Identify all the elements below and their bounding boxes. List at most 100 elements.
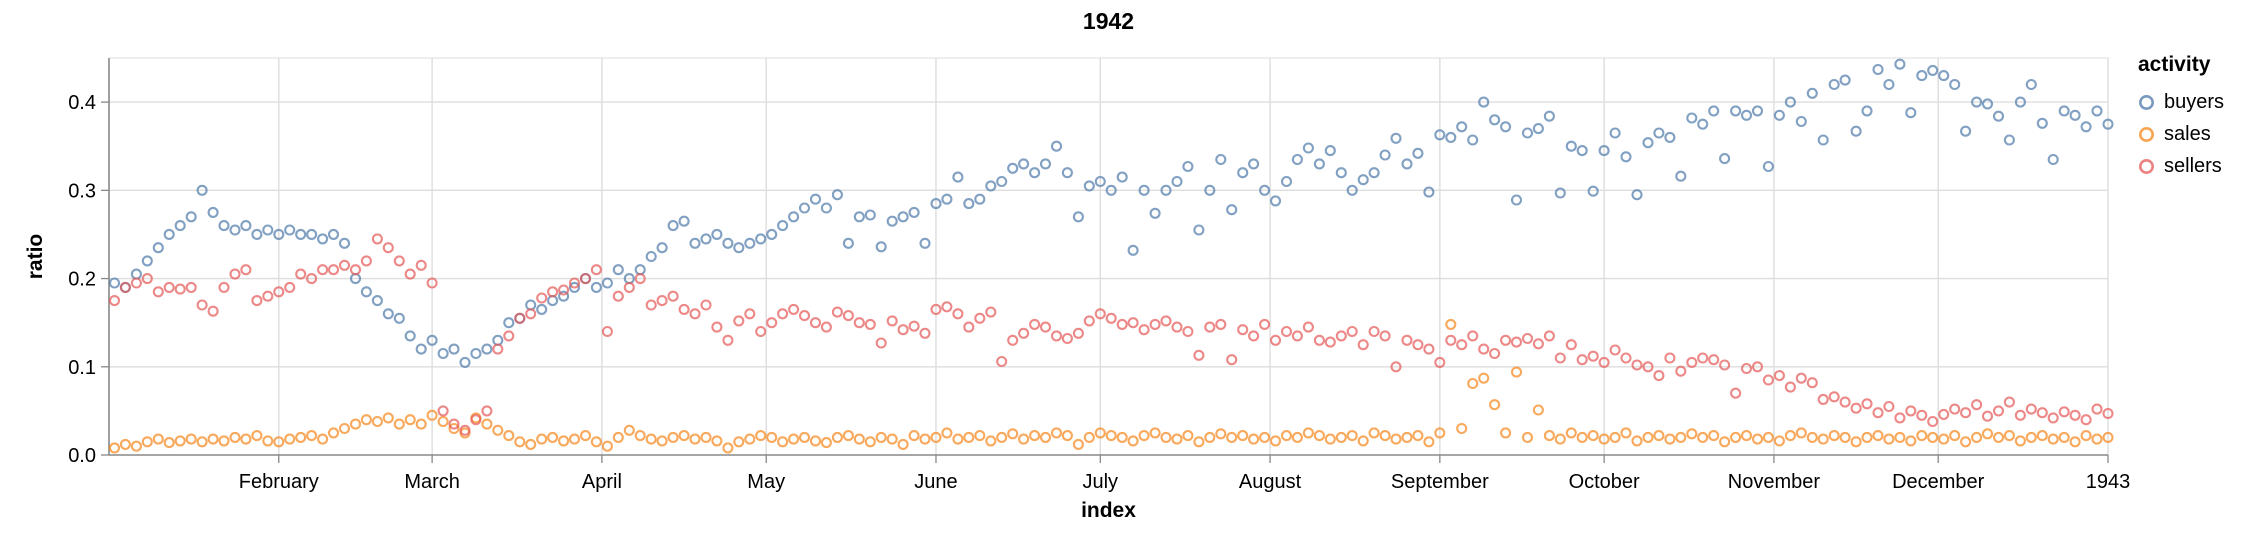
data-point-buyers bbox=[1456, 121, 1468, 133]
data-point-buyers bbox=[1576, 145, 1588, 157]
data-point-sellers bbox=[437, 405, 449, 417]
data-point-sellers bbox=[1576, 354, 1588, 366]
data-point-sales bbox=[1981, 428, 1994, 440]
data-point-buyers bbox=[1894, 58, 1906, 70]
data-point-buyers bbox=[831, 189, 843, 201]
data-point-sellers bbox=[1149, 318, 1161, 330]
legend-item-sales: sales bbox=[2138, 118, 2224, 150]
data-point-sales bbox=[262, 435, 274, 447]
data-point-buyers bbox=[382, 308, 394, 320]
data-point-sales bbox=[645, 433, 657, 445]
data-point-buyers bbox=[1346, 184, 1358, 196]
data-point-sellers bbox=[1938, 408, 1950, 420]
data-point-sales bbox=[2080, 430, 2092, 442]
data-point-buyers bbox=[1029, 167, 1041, 179]
legend-item-sellers: sellers bbox=[2138, 150, 2224, 182]
data-point-sales bbox=[1960, 436, 1972, 448]
data-point-sellers bbox=[1631, 359, 1643, 371]
data-point-sellers bbox=[1018, 327, 1030, 339]
data-point-sellers bbox=[1248, 330, 1260, 342]
data-point-sellers bbox=[1445, 334, 1457, 346]
data-point-sales bbox=[1269, 435, 1282, 447]
data-point-sales bbox=[952, 433, 964, 445]
data-point-sales bbox=[229, 431, 241, 443]
data-point-sellers bbox=[831, 306, 843, 318]
legend-item-buyers: buyers bbox=[2138, 86, 2224, 118]
data-point-sales bbox=[514, 436, 526, 448]
data-point-sales bbox=[755, 430, 767, 442]
data-point-sellers bbox=[1817, 393, 1829, 405]
data-point-sellers bbox=[240, 264, 252, 276]
data-point-buyers bbox=[1949, 78, 1961, 91]
data-point-sellers bbox=[2047, 412, 2059, 424]
data-point-sellers bbox=[547, 286, 559, 298]
data-point-buyers bbox=[1105, 184, 1117, 196]
data-point-sellers bbox=[853, 317, 865, 329]
x-tick-label: September bbox=[1391, 471, 1489, 493]
data-point-sellers bbox=[415, 259, 427, 271]
data-point-buyers bbox=[645, 250, 657, 263]
data-point-sales bbox=[864, 436, 876, 448]
data-point-buyers bbox=[1905, 107, 1917, 119]
sellers-point-icon bbox=[2139, 158, 2154, 174]
data-point-buyers bbox=[853, 211, 865, 223]
plot-border bbox=[108, 57, 2109, 456]
data-point-sellers bbox=[1489, 347, 1501, 360]
data-point-sellers bbox=[1160, 315, 1172, 327]
data-point-sales bbox=[1007, 428, 1019, 440]
data-point-sellers bbox=[1237, 324, 1249, 336]
data-point-sellers bbox=[919, 327, 931, 339]
data-point-sellers bbox=[1992, 405, 2005, 417]
data-point-buyers bbox=[1368, 167, 1380, 179]
data-point-sellers bbox=[1839, 396, 1851, 408]
data-point-buyers bbox=[338, 237, 351, 249]
series-sales bbox=[108, 318, 2114, 454]
data-point-sellers bbox=[459, 424, 471, 436]
data-point-sales bbox=[317, 433, 329, 445]
data-point-sellers bbox=[1138, 324, 1150, 336]
data-point-sellers bbox=[974, 312, 986, 324]
data-point-sellers bbox=[306, 273, 318, 285]
data-point-sales bbox=[1335, 431, 1347, 443]
data-point-buyers bbox=[809, 193, 822, 205]
data-point-sellers bbox=[689, 308, 701, 320]
data-point-sellers bbox=[1751, 361, 1764, 373]
data-point-sales bbox=[601, 440, 613, 452]
data-point-buyers bbox=[1664, 131, 1676, 143]
data-point-sales bbox=[1927, 431, 1939, 443]
data-point-sellers bbox=[656, 295, 668, 307]
y-tick-label: 0.2 bbox=[68, 269, 96, 291]
data-point-buyers bbox=[1280, 175, 1293, 188]
data-point-sales bbox=[1357, 435, 1369, 447]
data-point-sellers bbox=[1204, 321, 1216, 333]
data-point-sellers bbox=[963, 321, 975, 333]
data-point-sellers bbox=[1609, 344, 1621, 356]
data-point-sales bbox=[437, 415, 449, 428]
data-point-sales bbox=[196, 436, 208, 448]
data-point-sales bbox=[371, 415, 383, 428]
data-point-sales bbox=[218, 435, 230, 447]
data-point-sellers bbox=[952, 308, 964, 320]
data-point-buyers bbox=[295, 228, 307, 240]
data-point-sales bbox=[1795, 427, 1807, 439]
data-point-sales bbox=[974, 430, 986, 442]
data-point-sales bbox=[820, 437, 832, 449]
data-point-sellers bbox=[1368, 325, 1380, 338]
data-point-sellers bbox=[1061, 332, 1073, 345]
data-point-sales bbox=[875, 431, 887, 443]
data-point-sellers bbox=[1335, 330, 1347, 342]
data-point-sales bbox=[1050, 427, 1063, 439]
data-point-sellers bbox=[1949, 403, 1961, 415]
data-point-sales bbox=[1204, 431, 1216, 443]
data-point-sellers bbox=[317, 264, 329, 276]
data-point-buyers bbox=[1489, 114, 1501, 126]
data-point-sellers bbox=[1324, 336, 1336, 348]
data-point-buyers bbox=[678, 215, 690, 227]
legend-label-sales: sales bbox=[2164, 122, 2211, 145]
data-point-buyers bbox=[1609, 127, 1621, 139]
data-point-buyers bbox=[1434, 129, 1446, 141]
data-point-sales bbox=[185, 433, 197, 445]
data-point-sellers bbox=[1795, 372, 1807, 384]
data-point-buyers bbox=[1018, 158, 1030, 170]
